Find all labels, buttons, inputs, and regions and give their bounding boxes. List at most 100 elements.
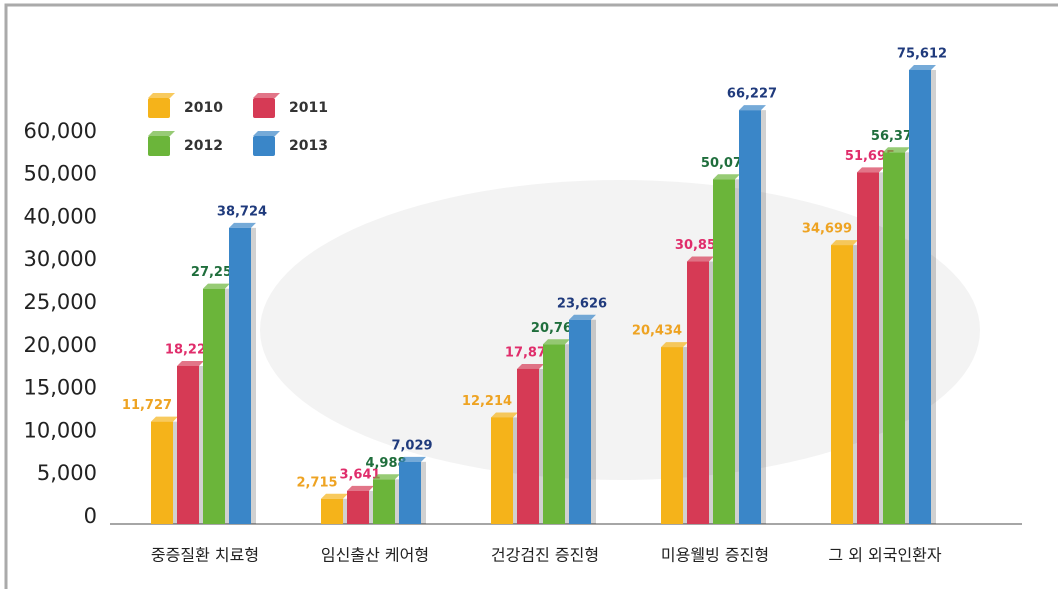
value-label: 18,224	[165, 343, 215, 358]
bar-side	[395, 479, 400, 524]
x-tick-label: 미용웰빙 증진형	[661, 546, 769, 565]
value-label: 11,727	[122, 398, 172, 413]
legend-label: 2011	[289, 100, 328, 116]
bar-side	[709, 261, 714, 524]
value-label: 7,029	[391, 438, 432, 453]
bar	[569, 319, 591, 524]
bar-side	[931, 69, 936, 524]
value-label: 17,878	[505, 345, 555, 360]
value-label: 50,079	[701, 156, 751, 171]
bar-top	[229, 222, 256, 228]
bar-top	[857, 167, 884, 173]
frame	[4, 3, 1058, 589]
bar-side	[421, 461, 426, 524]
bar-side	[199, 366, 204, 524]
legend-swatch-top	[148, 93, 175, 98]
y-tick-label: 0	[84, 504, 97, 528]
value-label: 20,763	[531, 321, 581, 336]
bar-top	[543, 339, 570, 345]
value-label: 4,988	[365, 456, 406, 471]
value-label: 56,377	[871, 129, 921, 144]
bar-top	[661, 342, 688, 348]
bar-top	[373, 474, 400, 480]
x-tick-label: 그 외 외국인환자	[828, 546, 941, 565]
legend-swatch	[253, 136, 275, 156]
bar	[857, 172, 879, 524]
bar-top	[909, 64, 936, 70]
value-label: 3,641	[339, 467, 380, 482]
bar-side	[251, 227, 256, 525]
bar-top	[713, 174, 740, 180]
legend-label: 2012	[184, 138, 223, 154]
bar	[909, 69, 931, 524]
bar-top	[569, 314, 596, 320]
value-label: 2,715	[296, 475, 337, 490]
value-label: 66,227	[727, 87, 777, 102]
legend-swatch	[253, 98, 275, 118]
bar-side	[225, 288, 230, 524]
bar-side	[905, 152, 910, 524]
y-tick-label: 5,000	[37, 461, 97, 485]
value-label: 20,434	[632, 324, 682, 339]
legend-label: 2010	[184, 100, 223, 116]
x-tick-label: 임신출산 케어형	[321, 546, 429, 565]
bar	[543, 344, 565, 524]
bar-side	[173, 421, 178, 524]
bar	[713, 179, 735, 524]
bar	[151, 421, 173, 524]
bar-top	[883, 147, 910, 153]
bar-side	[513, 417, 518, 524]
bar	[229, 227, 251, 525]
y-tick-label: 15,000	[24, 376, 97, 400]
bar	[739, 110, 761, 524]
y-tick-label: 40,000	[24, 204, 97, 228]
value-label: 23,626	[557, 296, 607, 311]
bar	[687, 261, 709, 524]
y-tick-label: 60,000	[24, 119, 97, 143]
bar-top	[203, 283, 230, 289]
legend-swatch-top	[253, 131, 280, 136]
bar-side	[761, 110, 766, 524]
bar-side	[853, 245, 858, 524]
bar-side	[343, 498, 348, 524]
background-map	[260, 180, 980, 480]
x-tick-label: 건강검진 증진형	[491, 546, 599, 565]
bar	[883, 152, 905, 524]
y-tick-label: 20,000	[24, 333, 97, 357]
value-label: 27,257	[191, 265, 241, 280]
bar-top	[687, 256, 714, 262]
value-label: 30,859	[675, 238, 725, 253]
bar-side	[879, 172, 884, 524]
legend-swatch-top	[148, 131, 175, 136]
bar	[373, 479, 395, 524]
bar-top	[321, 493, 348, 499]
bar-top	[831, 240, 858, 246]
bar	[321, 498, 343, 524]
y-tick-label: 50,000	[24, 162, 97, 186]
y-tick-label: 10,000	[24, 418, 97, 442]
bar-top	[347, 485, 374, 491]
bar-top	[151, 416, 178, 422]
bar	[517, 368, 539, 524]
bar	[203, 288, 225, 524]
legend-swatch	[148, 136, 170, 156]
bar	[399, 461, 421, 524]
bar-side	[539, 368, 544, 524]
legend-swatch-top	[253, 93, 280, 98]
bar	[177, 366, 199, 524]
x-tick-label: 중증질환 치료형	[151, 546, 259, 565]
value-label: 51,695	[845, 149, 895, 164]
bar-top	[517, 363, 544, 369]
legend-label: 2013	[289, 138, 328, 154]
bar-side	[591, 319, 596, 524]
y-tick-label: 30,000	[24, 247, 97, 271]
y-tick-label: 25,000	[24, 290, 97, 314]
bar-side	[369, 490, 374, 524]
legend-swatch	[148, 98, 170, 118]
value-label: 38,724	[217, 204, 267, 219]
bar	[831, 245, 853, 524]
bar	[491, 417, 513, 524]
value-label: 12,214	[462, 394, 512, 409]
bar-top	[177, 361, 204, 367]
